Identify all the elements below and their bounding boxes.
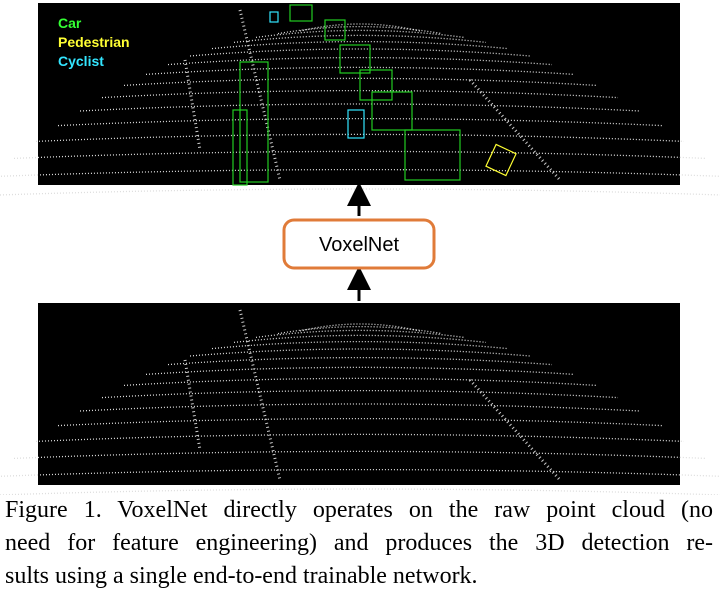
legend-label: Cyclist [58, 53, 104, 69]
model-box [282, 218, 436, 270]
cyclist-box [347, 109, 365, 139]
raw-point-cloud-image [38, 303, 680, 485]
scan-ring [35, 433, 685, 443]
structure-points [468, 378, 562, 482]
scan-ring [145, 366, 575, 376]
scan-ring [233, 34, 487, 44]
cyclist-box [269, 11, 279, 23]
structure-points [468, 78, 562, 182]
scan-ring [0, 168, 720, 177]
car-box [359, 69, 393, 101]
scan-ring [167, 56, 553, 66]
car-boxes [232, 4, 461, 186]
scan-ring [0, 468, 720, 477]
figure: Car Pedestrian Cyclist VoxelNet [0, 3, 720, 495]
scan-ring [57, 117, 663, 127]
model-label: VoxelNet [319, 234, 399, 256]
caption-line: need for feature engineering) and produc… [5, 530, 713, 556]
scan-ring [57, 417, 663, 427]
structure-points [183, 359, 202, 451]
scan-ring [255, 29, 465, 39]
point-cloud [0, 309, 720, 495]
scan-ring [299, 23, 421, 32]
legend-label: Pedestrian [58, 34, 130, 50]
caption-line: sults using a single end-to-end trainabl… [5, 563, 478, 589]
car-box [232, 109, 248, 186]
detection-output-image [38, 3, 680, 185]
scan-ring [0, 488, 720, 495]
scan-ring [299, 323, 421, 332]
car-box [404, 129, 461, 181]
car-box [339, 44, 371, 74]
car-box [239, 61, 269, 183]
scan-ring [167, 356, 553, 366]
scan-ring [35, 133, 685, 143]
pedestrian-box [485, 143, 517, 177]
scan-ring [233, 334, 487, 344]
car-box [289, 4, 313, 22]
scan-ring [101, 389, 619, 399]
structure-points [183, 59, 202, 151]
car-box [371, 91, 413, 131]
car-box [324, 19, 346, 41]
scan-ring [145, 66, 575, 76]
caption-line: Figure 1. VoxelNet directly operates on … [5, 497, 713, 523]
scan-ring [255, 329, 465, 339]
legend-label: Car [58, 15, 82, 31]
